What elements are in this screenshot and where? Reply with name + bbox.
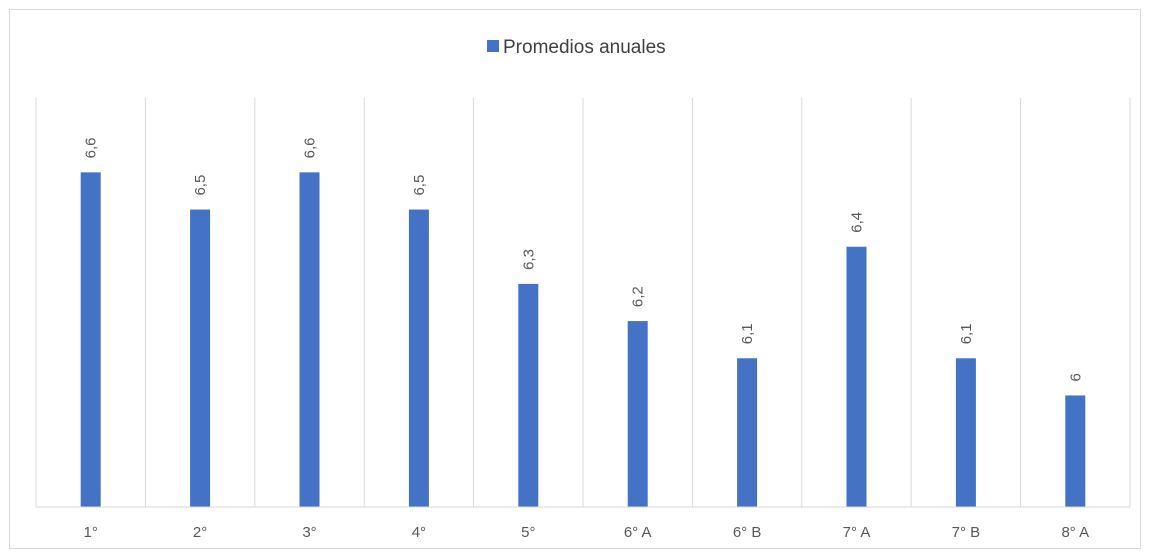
data-label-2: 6,5: [192, 175, 209, 196]
x-tick-label-7: 6° B: [733, 524, 762, 541]
data-label-3: 6,6: [302, 138, 319, 159]
data-label-8: 6,4: [849, 212, 866, 233]
legend: Promedios anuales: [487, 37, 666, 58]
x-tick-label-3: 3°: [302, 524, 316, 541]
bar-8: [846, 246, 867, 507]
x-tick-label-9: 7° B: [952, 524, 981, 541]
bar-6: [627, 321, 648, 507]
data-labels: 6,6 6,5 6,6 6,5 6,3 6,2 6,1 6,4 6,1 6: [83, 138, 1085, 382]
bars: [80, 172, 1086, 507]
x-tick-label-6: 6° A: [624, 524, 652, 541]
bar-9: [955, 358, 976, 507]
data-label-10: 6: [1067, 373, 1084, 381]
bar-2: [190, 209, 211, 507]
x-tick-label-8: 7° A: [843, 524, 871, 541]
x-tick-label-2: 2°: [193, 524, 207, 541]
x-tick-label-4: 4°: [412, 524, 426, 541]
data-label-4: 6,5: [411, 175, 428, 196]
legend-swatch: [487, 40, 499, 52]
x-tick-label-1: 1°: [84, 524, 98, 541]
data-label-9: 6,1: [958, 323, 975, 344]
data-label-7: 6,1: [739, 323, 756, 344]
grid-lines: [35, 98, 1131, 507]
bar-4: [408, 209, 429, 507]
data-label-1: 6,6: [83, 138, 100, 159]
bar-7: [737, 358, 758, 507]
x-axis-tick-labels: 1° 2° 3° 4° 5° 6° A 6° B 7° A 7° B 8° A: [84, 524, 1090, 541]
x-tick-label-5: 5°: [521, 524, 535, 541]
data-label-5: 6,3: [520, 249, 537, 270]
bar-5: [518, 283, 539, 507]
data-label-6: 6,2: [630, 286, 647, 307]
x-tick-label-10: 8° A: [1061, 524, 1089, 541]
bar-10: [1065, 395, 1086, 507]
bar-1: [80, 172, 101, 507]
bar-3: [299, 172, 320, 507]
legend-label-promedios-anuales: Promedios anuales: [503, 37, 666, 58]
